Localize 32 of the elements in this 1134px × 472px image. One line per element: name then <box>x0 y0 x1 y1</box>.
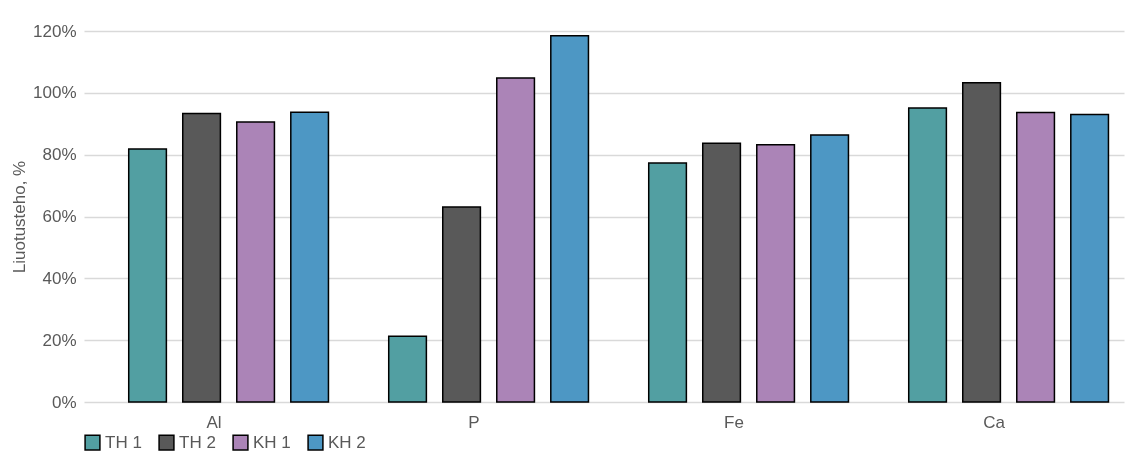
x-tick-label: Ca <box>983 412 1006 432</box>
y-tick-label: 20% <box>42 330 77 350</box>
bar <box>550 34 590 403</box>
bar <box>127 148 168 403</box>
legend-label: TH 1 <box>105 432 142 452</box>
bar <box>236 121 276 403</box>
y-tick-label: 0% <box>51 392 77 412</box>
bar <box>182 112 222 403</box>
bar <box>496 77 536 403</box>
bar <box>702 142 742 403</box>
x-tick-label: Fe <box>724 412 744 432</box>
x-tick-label: P <box>468 412 480 432</box>
y-axis-title: Liuotusteho, % <box>10 160 30 274</box>
bar <box>756 144 796 403</box>
y-tick-label: 40% <box>42 268 77 288</box>
bar <box>907 107 948 403</box>
bar <box>442 206 482 403</box>
bar <box>962 81 1002 403</box>
y-tick-label: 60% <box>42 207 77 226</box>
bar <box>647 162 688 403</box>
y-tick-label: 80% <box>42 145 77 165</box>
bar <box>810 134 850 403</box>
bar <box>290 111 330 403</box>
y-tick-label: 120% <box>33 21 77 41</box>
legend-label: TH 2 <box>179 432 216 452</box>
x-tick-label: Al <box>206 412 222 432</box>
bar <box>1016 111 1056 403</box>
bar <box>387 335 428 403</box>
legend-label: KH 1 <box>253 432 291 452</box>
bar <box>1070 113 1110 403</box>
y-tick-label: 100% <box>33 83 77 103</box>
legend-label: KH 2 <box>328 432 366 452</box>
